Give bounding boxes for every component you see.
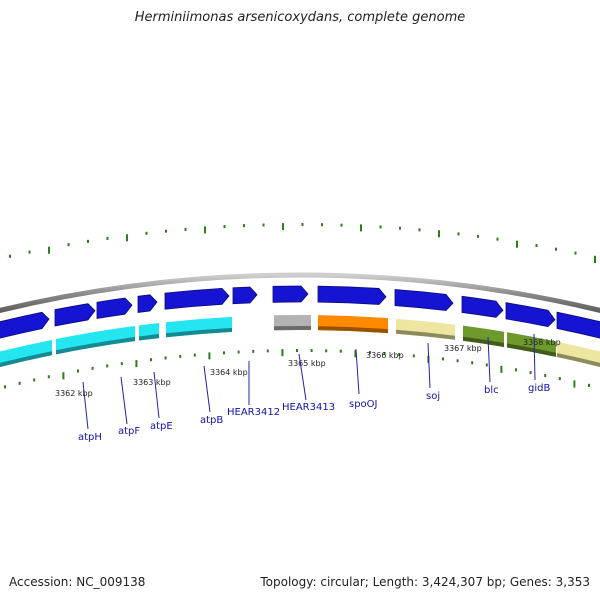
gene-category-shadow bbox=[463, 336, 504, 347]
gene-label[interactable]: spoOJ bbox=[349, 399, 378, 410]
kbp-scale-label: 3362 kbp bbox=[55, 389, 93, 398]
gene-labels: atpH atpF atpE atpB HEAR3412 HEAR3413 spoOJ soj… bbox=[78, 333, 550, 443]
kbp-scale-label: 3363 kbp bbox=[133, 378, 171, 387]
genome-backbone bbox=[0, 272, 600, 314]
gene-leader-line bbox=[427, 342, 431, 389]
kbp-scale-label: 3366 kbp bbox=[366, 351, 404, 360]
kbp-scale-label: 3365 kbp bbox=[288, 359, 326, 368]
gene-strand-arrow[interactable] bbox=[54, 303, 96, 327]
gene-strand-arrow[interactable] bbox=[505, 302, 556, 328]
kbp-scale-label: 3368 kbp bbox=[523, 338, 561, 347]
accession-label: Accession: NC_009138 bbox=[9, 575, 146, 589]
genome-stats-label: Topology: circular; Length: 3,424,307 bp… bbox=[260, 575, 590, 589]
inner-tick-ring bbox=[4, 349, 590, 389]
kbp-scale-label: 3364 kbp bbox=[210, 368, 248, 377]
gene-label[interactable]: atpH bbox=[78, 432, 102, 443]
gene-label[interactable]: atpF bbox=[118, 426, 140, 437]
gene-leader-line bbox=[533, 333, 536, 381]
gene-category-shadow bbox=[139, 334, 159, 341]
gene-category-shadow bbox=[274, 325, 311, 331]
gene-leader-line bbox=[153, 371, 160, 419]
outer-tick-ring bbox=[9, 223, 596, 264]
gene-strand-arrow[interactable] bbox=[556, 311, 600, 339]
gene-strand-arrow[interactable] bbox=[461, 295, 504, 318]
gene-category-shadow bbox=[557, 352, 600, 368]
gene-strand-arrow[interactable] bbox=[0, 311, 50, 340]
gene-category-shadow bbox=[56, 337, 135, 355]
gene-strand-arrow[interactable] bbox=[164, 287, 230, 310]
gene-label[interactable]: soj bbox=[426, 391, 440, 402]
gene-strand-arrow[interactable] bbox=[96, 297, 133, 319]
gene-leader-line bbox=[487, 336, 491, 383]
page-title: Herminiimonas arsenicoxydans, complete g… bbox=[134, 10, 466, 25]
gene-label[interactable]: blc bbox=[484, 385, 499, 396]
gene-category-shadow bbox=[318, 326, 388, 334]
scale-labels: 3362 kbp 3363 kbp 3364 kbp 3365 kbp 3366 kbp… bbox=[55, 338, 561, 398]
gene-label[interactable]: HEAR3412 bbox=[227, 407, 280, 418]
gene-category-shadow bbox=[507, 343, 556, 357]
gene-label[interactable]: HEAR3413 bbox=[282, 402, 335, 413]
gene-label[interactable]: atpB bbox=[200, 415, 223, 426]
gene-leader-line bbox=[298, 353, 307, 401]
gene-leader-line bbox=[120, 376, 128, 425]
gene-category-shadow bbox=[396, 329, 455, 340]
gene-leader-line bbox=[203, 365, 211, 413]
category-track bbox=[0, 314, 600, 368]
gene-strand-arrow[interactable] bbox=[317, 285, 387, 305]
gene-strand-arrow[interactable] bbox=[137, 294, 158, 313]
gene-label[interactable]: gidB bbox=[528, 383, 550, 394]
gene-category-shadow bbox=[0, 351, 52, 368]
gene-strand-arrow[interactable] bbox=[394, 289, 454, 311]
gene-category-shadow bbox=[166, 327, 232, 338]
kbp-scale-label: 3367 kbp bbox=[444, 344, 482, 353]
gene-strand-arrow[interactable] bbox=[232, 286, 258, 305]
gene-leader-line bbox=[82, 381, 89, 430]
gene-strand-arrow[interactable] bbox=[272, 285, 309, 303]
gene-leader-line bbox=[355, 348, 360, 395]
strand-track bbox=[0, 285, 600, 340]
gene-label[interactable]: atpE bbox=[150, 421, 173, 432]
